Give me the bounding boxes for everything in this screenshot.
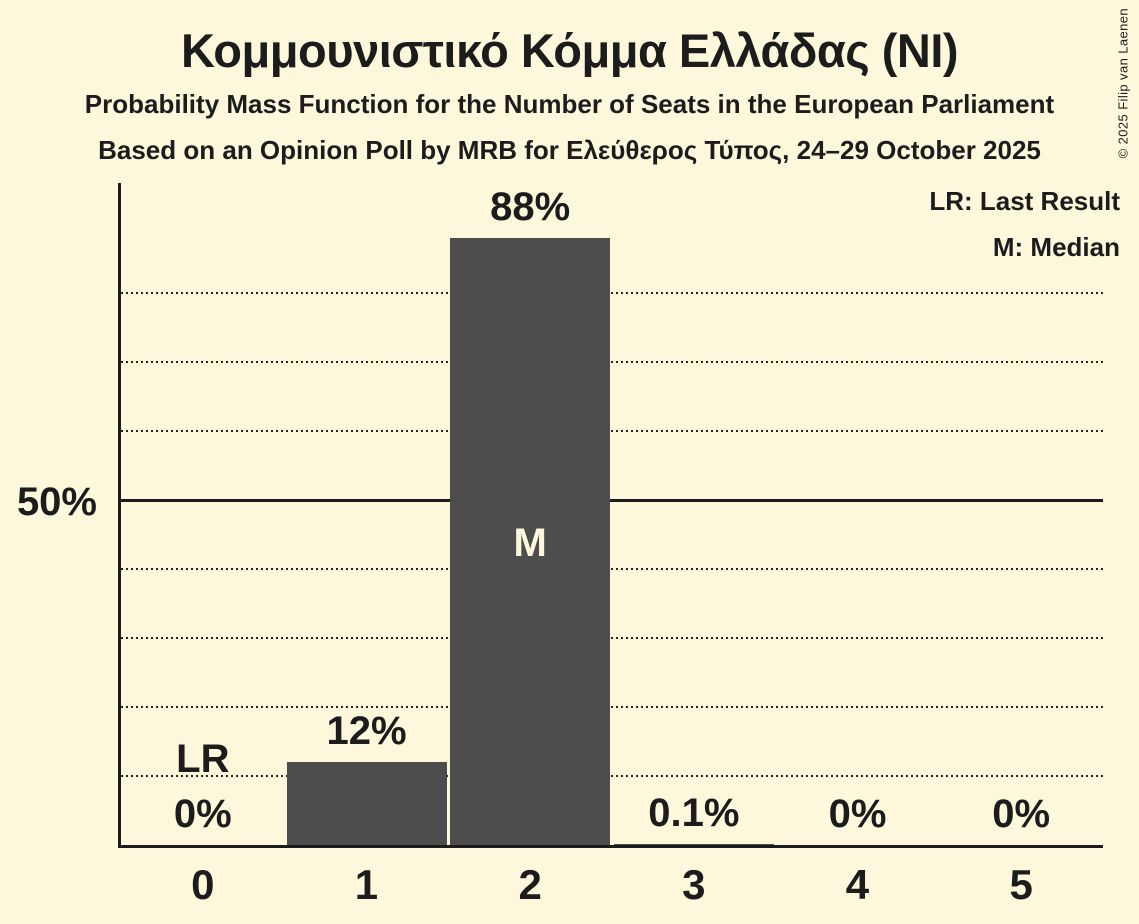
x-axis-labels: 0 1 2 3 4 5 [121, 864, 1103, 916]
gridline-20pct [121, 706, 1103, 709]
x-tick-label-3: 3 [682, 861, 706, 908]
value-label-seats-3: 0.1% [648, 791, 740, 836]
gridline-80pct [121, 292, 1103, 295]
gridline-10pct [121, 775, 1103, 778]
value-label-seats-5: 0% [992, 792, 1051, 836]
bar-seats-1 [286, 762, 447, 845]
value-label-seats-0: 0% [173, 792, 232, 836]
legend: LR: Last Result M: Median [929, 178, 1120, 270]
chart-subtitle-line2: Based on an Opinion Poll by MRB for Ελεύ… [98, 135, 1041, 165]
legend-item-median: M: Median [992, 232, 1120, 262]
chart-subtitle-line1: Probability Mass Function for the Number… [84, 89, 1055, 119]
gridline-60pct [121, 430, 1103, 433]
gridline-70pct [121, 361, 1103, 364]
bar-seats-2 [450, 238, 611, 845]
copyright-notice: © 2025 Filip van Laenen [1115, 8, 1130, 159]
value-label-seats-2: 88% [490, 185, 571, 230]
value-label-seats-4: 0% [828, 792, 887, 836]
bar-seats-3 [613, 844, 774, 845]
value-label-seats-1: 12% [326, 709, 407, 754]
x-tick-label-5: 5 [1009, 861, 1033, 908]
x-tick-label-0: 0 [191, 861, 215, 908]
annotation-lr-seats-0: LR [176, 737, 230, 781]
x-tick-label-1: 1 [354, 861, 379, 908]
plot-area: 0% 12% 88% 0.1% 0% 0% LR M [118, 183, 1103, 848]
chart-title: Κομμουνιστικό Κόμμα Ελλάδας (NI) [180, 24, 959, 77]
annotation-m-seats-2: M [513, 520, 547, 565]
x-tick-label-2: 2 [518, 861, 542, 908]
gridline-solid-50pct [121, 498, 1103, 502]
gridline-40pct [121, 568, 1103, 571]
legend-item-last-result: LR: Last Result [929, 186, 1120, 216]
x-tick-label-4: 4 [845, 861, 870, 908]
y-axis-tick-label: 50% [16, 480, 97, 524]
gridline-30pct [121, 637, 1103, 640]
